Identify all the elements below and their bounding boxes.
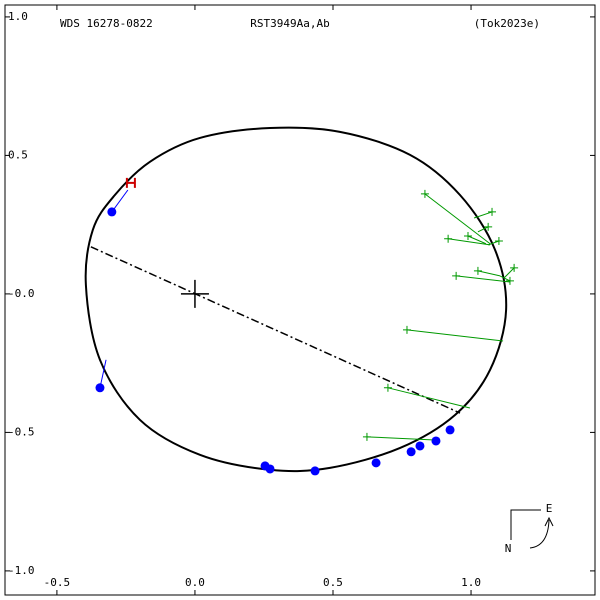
- x-tick-label: 1.0: [461, 576, 481, 589]
- residual-line: [467, 235, 487, 245]
- observation: [494, 237, 503, 245]
- observation: [415, 441, 425, 451]
- observation: [107, 207, 117, 217]
- observation: [473, 266, 482, 275]
- x-tick-label: -0.5: [44, 576, 71, 589]
- compass-east: E: [546, 502, 553, 515]
- compass-arrowhead: [544, 516, 554, 527]
- observation: [464, 232, 472, 241]
- observation: [95, 383, 105, 393]
- observation: [406, 447, 416, 457]
- orbit: [84, 126, 508, 473]
- y-tick-label: -0.5: [8, 425, 35, 438]
- compass-arrow: [529, 519, 550, 549]
- y-tick-label: -0.0: [8, 287, 35, 300]
- residual-line: [456, 275, 511, 283]
- reference: (Tok2023e): [474, 17, 540, 30]
- residual-line: [503, 267, 515, 279]
- observation: [310, 466, 320, 476]
- predicted-position: [125, 177, 136, 188]
- residual-line: [487, 240, 500, 246]
- observation: [402, 325, 411, 334]
- observation: [362, 432, 371, 441]
- observation: [265, 464, 275, 474]
- residual-line: [111, 189, 129, 213]
- residual-line: [424, 193, 491, 245]
- residual-line: [99, 359, 107, 388]
- line-of-nodes: [90, 246, 461, 414]
- chart-subtitle: WDS 16278-0822: [60, 17, 153, 30]
- primary-star: [180, 279, 209, 308]
- residual-line: [448, 238, 491, 246]
- residual-line: [406, 329, 504, 342]
- observation: [371, 458, 381, 468]
- y-tick-label: 1.0: [8, 10, 28, 23]
- observation: [484, 222, 493, 231]
- residual-line: [366, 436, 433, 441]
- residual-line: [477, 226, 489, 233]
- observation: [510, 263, 519, 272]
- y-tick-label: 0.5: [8, 148, 28, 161]
- observation: [505, 276, 514, 285]
- observation: [431, 436, 441, 446]
- observation: [420, 189, 429, 198]
- residual-line: [473, 211, 493, 219]
- chart-title: RST3949Aa,Ab: [250, 17, 329, 30]
- observation: [452, 271, 461, 280]
- compass-north: N: [505, 542, 512, 555]
- y-tick-label: -1.0: [8, 564, 35, 577]
- x-tick-label: 0.5: [323, 576, 343, 589]
- observation: [488, 207, 497, 216]
- observation: [444, 234, 453, 243]
- residual-line: [499, 275, 511, 282]
- plot-frame: [4, 4, 596, 596]
- observation: [445, 425, 455, 435]
- compass-axes: [510, 509, 541, 540]
- residual-line: [477, 270, 501, 277]
- x-tick-label: 0.0: [185, 576, 205, 589]
- compass: E N: [505, 502, 554, 555]
- observation: [383, 383, 392, 392]
- residual-line: [387, 387, 471, 409]
